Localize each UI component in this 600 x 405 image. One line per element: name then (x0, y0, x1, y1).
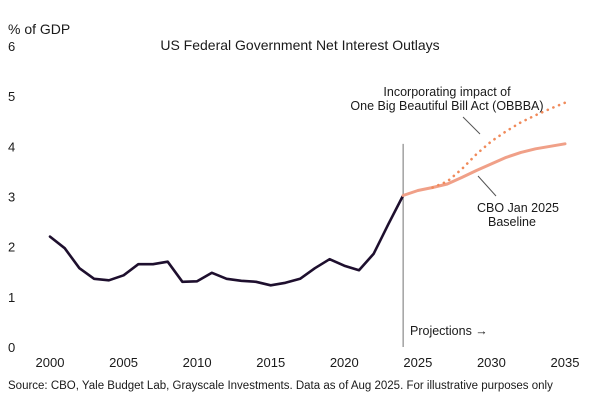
y-tick-labels: 0 1 2 3 4 5 6 (8, 39, 15, 355)
baseline-annotation-line2: Baseline (488, 215, 536, 229)
x-tick-label: 2030 (477, 355, 506, 370)
baseline-annotation-line1: CBO Jan 2025 (477, 201, 559, 215)
obbba-annotation-leader (462, 116, 481, 135)
cbo-baseline-line (401, 142, 567, 197)
y-axis-label: % of GDP (8, 21, 70, 37)
y-tick-label: 4 (8, 139, 15, 154)
series-lines (48, 101, 567, 287)
obbba-annotation-line1: Incorporating impact of (383, 85, 511, 99)
chart-title: US Federal Government Net Interest Outla… (160, 37, 439, 53)
obbba-annotation-line2: One Big Beautiful Bill Act (OBBBA) (350, 99, 543, 113)
y-tick-label: 2 (8, 240, 15, 255)
history-line (48, 194, 405, 287)
y-tick-label: 3 (8, 190, 15, 205)
source-note: Source: CBO, Yale Budget Lab, Grayscale … (8, 380, 553, 392)
x-tick-label: 2015 (256, 355, 285, 370)
y-tick-label: 1 (8, 290, 15, 305)
y-tick-label: 0 (8, 340, 15, 355)
obbba-projection-line (431, 101, 567, 189)
x-tick-label: 2005 (109, 355, 138, 370)
x-tick-label: 2035 (551, 355, 580, 370)
x-tick-label: 2010 (183, 355, 212, 370)
x-tick-label: 2000 (36, 355, 65, 370)
y-tick-label: 5 (8, 89, 15, 104)
x-tick-label: 2025 (403, 355, 432, 370)
projections-label: Projections → (410, 324, 488, 338)
y-tick-label: 6 (8, 39, 15, 54)
x-tick-labels: 2000 2005 2010 2015 2020 2025 2030 2035 (36, 355, 580, 370)
x-tick-label: 2020 (330, 355, 359, 370)
baseline-annotation-leader (477, 175, 497, 197)
